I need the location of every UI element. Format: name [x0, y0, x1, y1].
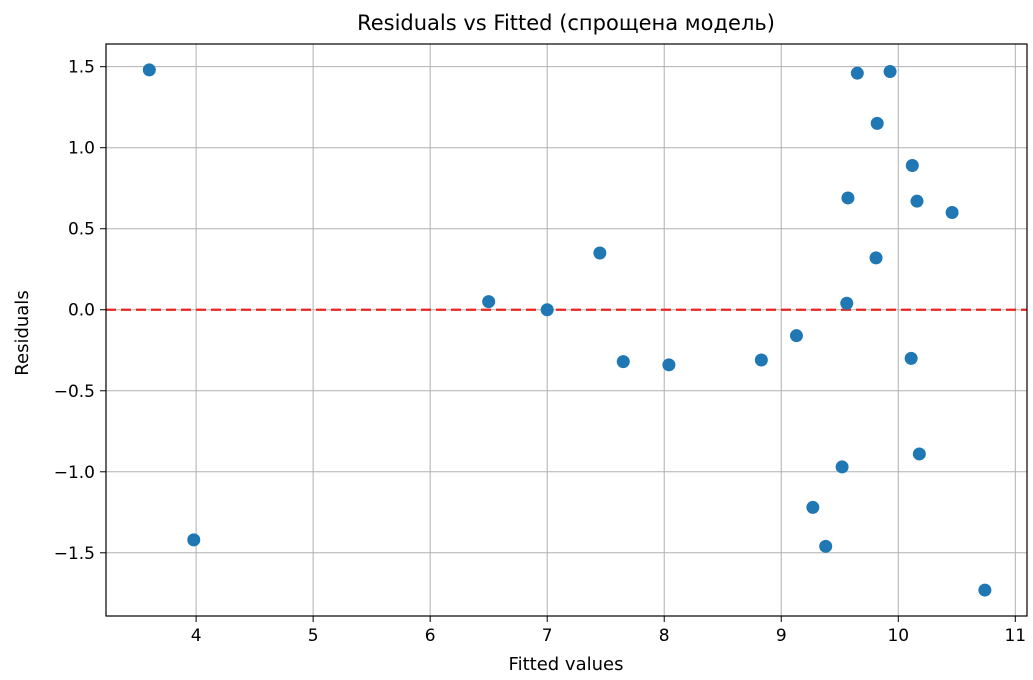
y-tick-label: −1.0 [54, 463, 95, 483]
data-point [835, 460, 849, 474]
data-point [754, 353, 768, 367]
data-point [870, 116, 884, 130]
data-point [187, 533, 201, 547]
data-point [819, 539, 833, 553]
data-points [142, 63, 992, 597]
y-tick-label: −1.5 [54, 544, 95, 564]
x-tick-label: 10 [887, 626, 909, 646]
x-axis-ticks: 4 5 6 7 8 9 10 11 [191, 616, 1026, 646]
x-axis-label: Fitted values [509, 654, 624, 675]
x-tick-label: 9 [776, 626, 787, 646]
data-point [904, 351, 918, 365]
y-tick-label: 1.5 [68, 58, 95, 78]
data-point [912, 447, 926, 461]
data-point [806, 500, 820, 514]
data-point [662, 358, 676, 372]
y-tick-label: 0.0 [68, 301, 95, 321]
data-point [883, 65, 897, 79]
data-point [841, 191, 855, 205]
data-point [840, 296, 854, 310]
chart-title: Residuals vs Fitted (спрощена модель) [357, 11, 775, 35]
data-point [910, 194, 924, 208]
x-tick-label: 7 [542, 626, 553, 646]
data-point [789, 329, 803, 343]
data-point [869, 251, 883, 265]
x-tick-label: 8 [659, 626, 670, 646]
x-tick-label: 4 [191, 626, 202, 646]
grid [106, 44, 1027, 616]
y-tick-label: 1.0 [68, 139, 95, 159]
data-point [593, 246, 607, 260]
x-tick-label: 5 [308, 626, 319, 646]
x-tick-label: 11 [1004, 626, 1026, 646]
data-point [540, 303, 554, 317]
data-point [905, 159, 919, 173]
data-point [482, 295, 496, 309]
data-point [142, 63, 156, 77]
y-axis-label: Residuals [12, 290, 33, 375]
y-tick-label: −0.5 [54, 382, 95, 402]
x-tick-label: 6 [425, 626, 436, 646]
plot-frame [105, 43, 1028, 617]
data-point [616, 355, 630, 369]
data-point [850, 66, 864, 80]
y-axis-ticks: −1.5 −1.0 −0.5 0.0 0.5 1.0 1.5 [54, 58, 106, 564]
y-tick-label: 0.5 [68, 220, 95, 240]
data-point [978, 583, 992, 597]
data-point [945, 206, 959, 220]
